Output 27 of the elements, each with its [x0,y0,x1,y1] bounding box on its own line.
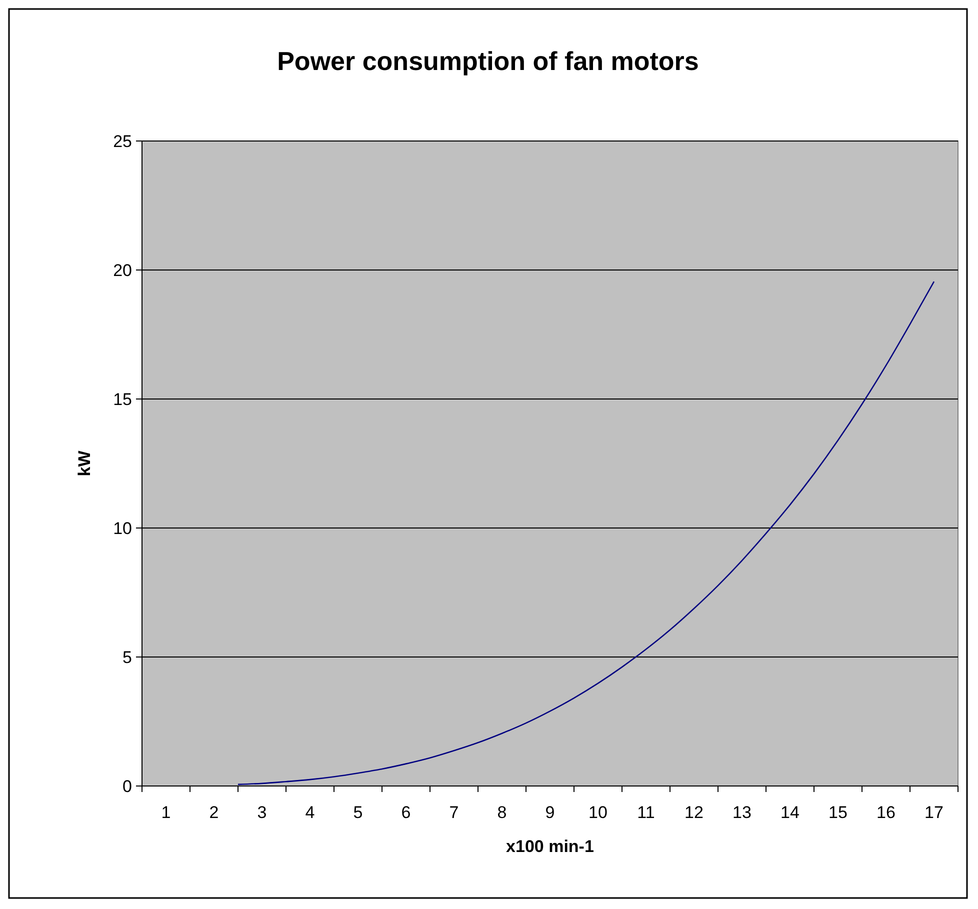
y-tick-label: 10 [113,518,132,538]
y-tick-label: 20 [113,260,132,280]
chart-title: Power consumption of fan motors [277,46,699,76]
x-tick-label: 4 [305,803,315,822]
y-tick-label: 0 [122,776,132,796]
x-axis-title: x100 min-1 [506,837,594,856]
x-tick-label: 12 [684,803,704,822]
x-tick-label: 13 [732,803,752,822]
x-tick-label: 10 [588,803,608,822]
x-tick-label: 16 [876,803,896,822]
x-tick-label: 17 [924,803,944,822]
x-tick-label: 1 [161,803,171,822]
x-tick-label: 9 [545,803,555,822]
x-tick-label: 11 [637,803,655,822]
x-tick-label: 8 [497,803,507,822]
x-tick-label: 15 [828,803,848,822]
x-tick-label: 2 [209,803,219,822]
x-tick-label: 3 [257,803,267,822]
x-tick-label: 14 [780,803,800,822]
y-tick-label: 5 [122,648,132,667]
x-tick-label: 7 [449,803,459,822]
y-tick-label: 15 [113,390,132,409]
x-tick-label: 5 [353,803,363,822]
x-tick-label: 6 [401,803,411,822]
y-axis-title: kW [75,450,94,476]
y-tick-label: 25 [113,132,132,151]
line-series [237,280,935,786]
